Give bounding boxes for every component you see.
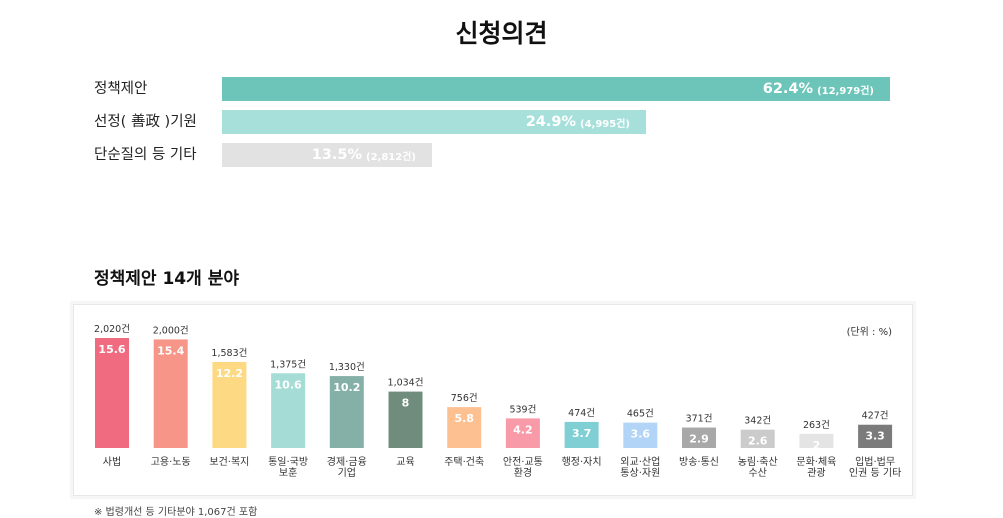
bar-count-label: 427건	[862, 411, 889, 422]
field-bar	[212, 361, 247, 448]
page-title: 신청의견	[455, 19, 548, 48]
summary-bar: 24.9% (4,995건)	[222, 110, 646, 134]
summary-row-wish: 선정( 善政 )기원 24.9% (4,995건)	[0, 110, 1003, 134]
bar-count-label: 756건	[451, 393, 478, 404]
summary-count: (4,995건)	[580, 118, 630, 130]
bar-count-label: 1,375건	[270, 359, 306, 370]
summary-bar: 62.4% (12,979건)	[222, 77, 890, 101]
summary-count: (12,979건)	[817, 85, 874, 97]
field-bar	[388, 391, 423, 448]
field-bar	[799, 433, 834, 448]
summary-percent: 24.9%	[525, 114, 577, 130]
field-bar	[447, 407, 482, 448]
category-label: 수산	[748, 467, 766, 479]
bar-count-label: 539건	[509, 404, 536, 415]
bar-value-label: 5.8	[454, 412, 474, 425]
field-bar	[329, 376, 364, 448]
category-label: 통일·국방	[268, 456, 308, 468]
field-bar	[564, 421, 599, 448]
footnote: ※ 법령개선 등 기타분야 1,067건 포함	[94, 507, 258, 518]
bar-value-label: 4.2	[513, 423, 533, 436]
bar-value-label: 3.3	[865, 430, 885, 443]
category-label: 기업	[338, 466, 356, 479]
category-label: 환경	[514, 466, 532, 479]
bar-value-label: 3.7	[572, 427, 592, 440]
category-label: 보훈	[279, 466, 297, 479]
category-label: 교육	[396, 456, 414, 468]
bar-value-label: 2.9	[689, 433, 709, 446]
summary-row-label: 선정( 善政 )기원	[94, 114, 197, 130]
bar-count-label: 1,583건	[211, 348, 247, 359]
field-bar	[740, 429, 775, 448]
field-chart-panel: 2,020건 15.6 사법 2,000건 15.4 고용·노동 1,583건 12.2 보건·…	[73, 304, 913, 496]
bar-value-label: 10.6	[275, 378, 302, 391]
category-label: 보건·복지	[209, 456, 249, 468]
bar-value-label: 12.2	[216, 367, 243, 380]
category-label: 인권 등 기타	[849, 467, 901, 479]
category-label: 사법	[103, 456, 121, 468]
summary-row-label: 단순질의 등 기타	[94, 147, 197, 163]
field-bar	[153, 339, 188, 448]
bar-count-label: 371건	[686, 414, 713, 425]
bar-value-label: 15.4	[157, 344, 184, 357]
bar-count-label: 263건	[803, 420, 830, 431]
bar-count-label: 2,000건	[153, 325, 189, 336]
category-label: 문화·체육	[796, 456, 836, 468]
unit-label: (단위 : %)	[846, 327, 892, 338]
bar-value-label: 8	[402, 397, 410, 410]
summary-bar: 13.5% (2,812건)	[222, 143, 432, 167]
bar-count-label: 1,034건	[388, 378, 424, 389]
bar-count-label: 2,020건	[94, 324, 130, 335]
field-bar	[682, 427, 716, 448]
bar-count-label: 465건	[627, 409, 654, 420]
section-title: 정책제안 14개 분야	[94, 269, 239, 289]
summary-row-policy: 정책제안 62.4% (12,979건)	[0, 77, 1003, 101]
category-label: 행정·자치	[562, 456, 602, 468]
summary-percent: 13.5%	[311, 147, 363, 163]
category-label: 관광	[807, 467, 825, 479]
category-label: 외교·산업	[620, 455, 660, 468]
field-bar	[623, 422, 658, 448]
bar-count-label: 342건	[744, 416, 771, 427]
summary-count: (2,812건)	[366, 151, 416, 163]
field-bar	[271, 373, 306, 448]
category-label: 주택·건축	[444, 456, 484, 468]
field-bar-chart: 2,020건 15.6 사법 2,000건 15.4 고용·노동 1,583건 12.2 보건·…	[94, 324, 901, 479]
bar-value-label: 2.6	[748, 435, 768, 448]
category-label: 입법·법무	[855, 455, 895, 468]
bar-value-label: 10.2	[333, 381, 360, 394]
category-label: 안전·교통	[503, 456, 543, 468]
bar-count-label: 474건	[568, 408, 595, 419]
field-bar	[505, 418, 540, 448]
category-label: 통상·자원	[620, 467, 660, 479]
category-label: 경제·금융	[327, 455, 367, 468]
summary-row-label: 정책제안	[94, 81, 148, 97]
bar-value-label: 15.6	[98, 343, 125, 356]
field-bar	[95, 338, 129, 448]
category-label: 농림·축산	[738, 456, 778, 468]
category-label: 방송·통신	[679, 456, 719, 468]
bar-value-label: 2	[813, 439, 821, 452]
bar-value-label: 3.6	[631, 428, 651, 441]
bar-count-label: 1,330건	[329, 362, 365, 373]
field-bar	[858, 424, 893, 448]
summary-row-other: 단순질의 등 기타 13.5% (2,812건)	[0, 143, 1003, 167]
summary-percent: 62.4%	[762, 81, 814, 97]
category-label: 고용·노동	[151, 456, 191, 468]
